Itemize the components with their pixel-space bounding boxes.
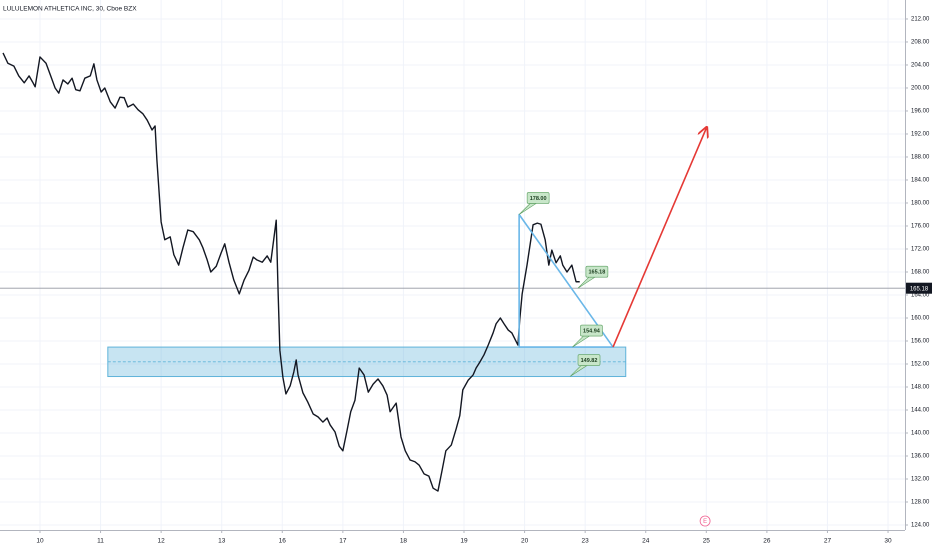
y-tick-label: 208.00 <box>911 40 930 46</box>
x-tick-label: 16 <box>279 538 287 545</box>
y-tick-label: 168.00 <box>911 270 930 276</box>
last-price-label: 165.18 <box>910 286 929 292</box>
y-tick-label: 148.00 <box>911 385 930 391</box>
x-tick-label: 13 <box>218 538 226 545</box>
price-line <box>2 52 580 492</box>
price-label: 178.00 <box>530 196 547 202</box>
y-tick-label: 128.00 <box>911 500 930 506</box>
y-tick-label: 124.00 <box>911 523 930 529</box>
y-tick-label: 132.00 <box>911 477 930 483</box>
projection-arrow <box>612 128 706 348</box>
x-tick-label: 27 <box>824 538 832 545</box>
price-label-box <box>526 192 550 204</box>
y-tick-label: 160.00 <box>911 316 930 322</box>
y-tick-label: 144.00 <box>911 408 930 414</box>
x-tick-label: 23 <box>582 538 590 545</box>
y-tick-label: 176.00 <box>911 224 930 230</box>
earnings-marker <box>699 515 711 527</box>
x-tick-label: 12 <box>158 538 166 545</box>
y-tick-label: 156.00 <box>911 339 930 345</box>
x-tick-label: 17 <box>339 538 347 545</box>
y-tick-label: 184.00 <box>911 178 930 184</box>
x-tick-label: 19 <box>460 538 468 545</box>
y-tick-label: 200.00 <box>911 86 930 92</box>
x-tick-label: 25 <box>703 538 711 545</box>
grid <box>0 0 905 530</box>
x-tick-label: 10 <box>36 538 44 545</box>
y-tick-label: 196.00 <box>911 109 930 115</box>
earnings-label: E <box>703 519 707 525</box>
x-tick-label: 11 <box>97 538 104 545</box>
chart-title: LULULEMON ATHLETICA INC, 30, Cboe BZX <box>3 6 137 13</box>
x-tick-label: 18 <box>400 538 408 545</box>
y-tick-label: 140.00 <box>911 431 930 437</box>
price-label: 154.94 <box>583 329 601 335</box>
y-tick-label: 188.00 <box>911 155 930 161</box>
y-tick-label: 212.00 <box>911 17 930 23</box>
price-label-box <box>580 324 603 337</box>
price-label-box <box>577 354 601 366</box>
y-tick-label: 172.00 <box>911 247 930 253</box>
y-tick-label: 204.00 <box>911 63 930 69</box>
x-tick-label: 30 <box>884 538 892 545</box>
x-tick-label: 26 <box>763 538 771 545</box>
y-tick-label: 136.00 <box>911 454 930 460</box>
price-label: 165.18 <box>588 270 605 276</box>
y-tick-label: 152.00 <box>911 362 930 368</box>
price-label: 149.82 <box>581 358 598 364</box>
last-price-box <box>906 282 932 294</box>
x-tick-label: 20 <box>521 538 529 545</box>
triangle-drawing <box>518 213 614 348</box>
price-label-box <box>585 265 609 278</box>
y-tick-label: 180.00 <box>911 201 930 207</box>
x-tick-label: 24 <box>642 538 650 545</box>
y-tick-label: 192.00 <box>911 132 930 138</box>
y-tick-label: 164.00 <box>911 293 930 299</box>
